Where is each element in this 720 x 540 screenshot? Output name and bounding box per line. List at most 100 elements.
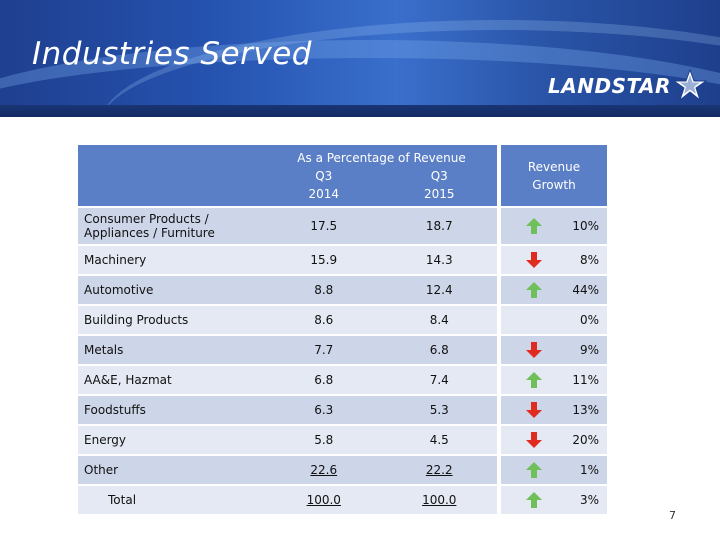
- row-gap: [497, 208, 501, 244]
- growth-cell: 44%: [501, 276, 607, 304]
- q3-2015-value: 100.0: [422, 493, 457, 507]
- q3-2014-value: 6.3: [314, 403, 334, 417]
- q3-2015-value: 6.8: [429, 343, 449, 357]
- header-q3-2015-line1: Q3: [430, 168, 448, 183]
- q3-2015-value: 22.2: [425, 463, 453, 477]
- row-gap: [497, 306, 501, 334]
- growth-value: 1%: [579, 463, 599, 477]
- logo-wordmark: LANDSTAR: [548, 74, 671, 98]
- table-row: Energy 5.8 4.5 20%: [78, 426, 607, 454]
- arrow-down-icon: [526, 432, 542, 448]
- q3-2015-value: 18.7: [425, 219, 453, 233]
- row-values: 15.9 14.3: [266, 246, 497, 274]
- industries-table: As a Percentage of Revenue Q3 Q3 2014 20…: [78, 143, 607, 516]
- growth-cell: 3%: [501, 486, 607, 514]
- industry-name: Consumer Products / Appliances / Furnitu…: [84, 212, 215, 240]
- q3-2014-value: 15.9: [310, 253, 338, 267]
- growth-cell: 9%: [501, 336, 607, 364]
- row-label: Automotive: [78, 276, 266, 304]
- industry-name: Building Products: [84, 313, 189, 327]
- landstar-logo: LANDSTAR: [548, 66, 713, 106]
- row-label: Energy: [78, 426, 266, 454]
- row-gap: [497, 336, 501, 364]
- row-values: 6.3 5.3: [266, 396, 497, 424]
- q3-2015-value: 7.4: [429, 373, 449, 387]
- q3-2014-value: 8.6: [314, 313, 334, 327]
- q3-2015-value: 12.4: [425, 283, 453, 297]
- row-label: Building Products: [78, 306, 266, 334]
- row-label: Consumer Products / Appliances / Furnitu…: [78, 208, 266, 244]
- header-gap: [497, 145, 501, 206]
- q3-2014-value: 7.7: [314, 343, 334, 357]
- row-values: 100.0 100.0: [266, 486, 497, 514]
- growth-cell: 10%: [501, 208, 607, 244]
- row-gap: [497, 246, 501, 274]
- q3-2015-value: 4.5: [429, 433, 449, 447]
- row-values: 6.8 7.4: [266, 366, 497, 394]
- page-number: 7: [669, 509, 676, 522]
- header-growth-line1: Revenue: [527, 159, 581, 174]
- row-gap: [497, 486, 501, 514]
- growth-value: 44%: [572, 283, 599, 297]
- industry-name: Foodstuffs: [84, 403, 146, 417]
- row-values: 8.8 12.4: [266, 276, 497, 304]
- arrow-up-icon: [526, 282, 542, 298]
- q3-2015-value: 8.4: [429, 313, 449, 327]
- arrow-up-icon: [526, 372, 542, 388]
- industry-name: AA&E, Hazmat: [84, 373, 172, 387]
- q3-2014-value: 8.8: [314, 283, 334, 297]
- table-row: Metals 7.7 6.8 9%: [78, 336, 607, 364]
- row-values: 22.6 22.2: [266, 456, 497, 484]
- growth-cell: 8%: [501, 246, 607, 274]
- star-icon: [672, 69, 707, 102]
- header-growth: Revenue Growth: [501, 145, 607, 206]
- arrow-up-icon: [526, 462, 542, 478]
- growth-cell: 13%: [501, 396, 607, 424]
- table-row: Building Products 8.6 8.4 0%: [78, 306, 607, 334]
- row-gap: [497, 396, 501, 424]
- row-values: 17.5 18.7: [266, 208, 497, 244]
- row-label: Metals: [78, 336, 266, 364]
- header-q3-2015-line2: 2015: [423, 186, 455, 201]
- growth-value: 11%: [572, 373, 599, 387]
- table-row: Other 22.6 22.2 1%: [78, 456, 607, 484]
- row-gap: [497, 366, 501, 394]
- header-blank-cell: [78, 145, 266, 206]
- row-gap: [497, 456, 501, 484]
- growth-value: 3%: [579, 493, 599, 507]
- header-percentage: As a Percentage of Revenue Q3 Q3 2014 20…: [266, 145, 497, 206]
- growth-value: 10%: [572, 219, 599, 233]
- industry-name: Energy: [84, 433, 127, 447]
- table-header: As a Percentage of Revenue Q3 Q3 2014 20…: [78, 145, 607, 206]
- growth-cell: 1%: [501, 456, 607, 484]
- growth-cell: 0%: [501, 306, 607, 334]
- row-values: 7.7 6.8: [266, 336, 497, 364]
- header-q3-2014-line1: Q3: [315, 168, 333, 183]
- industry-name: Automotive: [84, 283, 154, 297]
- table-row: Foodstuffs 6.3 5.3 13%: [78, 396, 607, 424]
- industry-name: Other: [84, 463, 119, 477]
- table-row: Machinery 15.9 14.3 8%: [78, 246, 607, 274]
- header-percentage-title: As a Percentage of Revenue: [297, 150, 466, 165]
- banner-bottom-band: [0, 105, 720, 117]
- industry-name: Machinery: [84, 253, 147, 267]
- header-growth-line2: Growth: [532, 177, 576, 192]
- row-values: 8.6 8.4: [266, 306, 497, 334]
- q3-2014-value: 6.8: [314, 373, 334, 387]
- banner-swoosh: [100, 20, 720, 117]
- slide-title: Industries Served: [32, 36, 312, 72]
- row-label: AA&E, Hazmat: [78, 366, 266, 394]
- growth-value: 8%: [579, 253, 599, 267]
- row-label: Total: [78, 486, 266, 514]
- row-label: Foodstuffs: [78, 396, 266, 424]
- q3-2014-value: 100.0: [306, 493, 341, 507]
- row-gap: [497, 276, 501, 304]
- arrow-up-icon: [526, 218, 542, 234]
- arrow-down-icon: [526, 402, 542, 418]
- header-q3-2014-line2: 2014: [308, 186, 340, 201]
- industry-name: Total: [108, 493, 137, 507]
- growth-value: 0%: [579, 313, 599, 327]
- q3-2014-value: 17.5: [310, 219, 338, 233]
- q3-2014-value: 5.8: [314, 433, 334, 447]
- q3-2014-value: 22.6: [310, 463, 338, 477]
